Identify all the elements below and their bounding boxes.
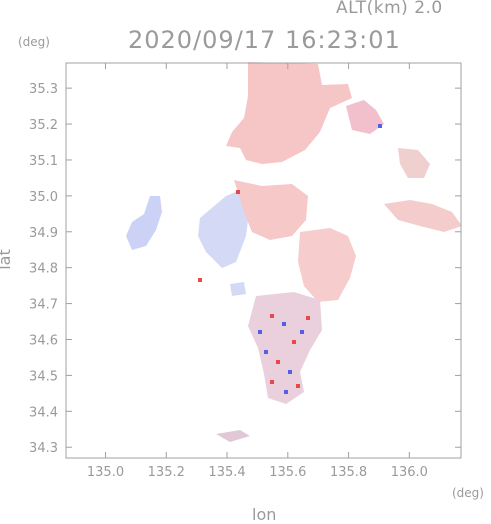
x-tick-label: 136.0 — [391, 465, 428, 480]
echo-north — [226, 62, 352, 164]
y-tick-label: 34.5 — [29, 369, 58, 384]
velocity-cell — [300, 330, 304, 334]
y-tick-label: 35.3 — [29, 82, 58, 97]
x-tick-label: 135.4 — [208, 465, 245, 480]
velocity-cell — [276, 360, 280, 364]
echo-south — [248, 292, 322, 404]
y-tick-label: 34.6 — [29, 334, 58, 349]
y-ticks: 35.3 35.2 35.1 35.0 34.9 34.8 34.7 34.6 34.5 34.4… — [29, 82, 461, 456]
velocity-cell — [292, 340, 296, 344]
x-axis-unit: (deg) — [452, 486, 484, 500]
velocity-cell — [378, 124, 382, 128]
x-tick-label: 135.8 — [330, 465, 367, 480]
y-axis-unit: (deg) — [18, 35, 50, 49]
echo-center-red — [234, 180, 308, 240]
velocity-cell — [198, 278, 202, 282]
echo-east — [298, 228, 356, 302]
y-tick-label: 34.8 — [29, 262, 58, 277]
velocity-cell — [288, 370, 292, 374]
y-tick-label: 35.1 — [29, 154, 58, 169]
x-ticks: 135.0 135.2 135.4 135.6 135.8 136.0 — [87, 63, 428, 480]
echo-south-tail — [216, 430, 250, 442]
y-tick-label: 34.3 — [29, 441, 58, 456]
echo-north-east-spot — [346, 100, 384, 134]
echo-ne-small — [398, 148, 430, 178]
velocity-cell — [282, 322, 286, 326]
velocity-cell — [284, 390, 288, 394]
x-tick-label: 135.0 — [87, 465, 124, 480]
echo-regions — [126, 62, 462, 442]
y-tick-label: 34.9 — [29, 226, 58, 241]
y-tick-label: 34.4 — [29, 405, 58, 420]
velocity-cell — [296, 384, 300, 388]
y-tick-label: 34.7 — [29, 298, 58, 313]
echo-far-east — [384, 200, 462, 232]
velocity-cell — [270, 314, 274, 318]
echo-center-blue — [198, 190, 250, 268]
echo-sw-speck — [230, 282, 246, 296]
velocity-cell — [306, 316, 310, 320]
echo-west — [126, 196, 162, 250]
x-tick-label: 135.6 — [269, 465, 306, 480]
plot-frame — [65, 62, 462, 459]
y-tick-label: 35.2 — [29, 118, 58, 133]
y-tick-label: 35.0 — [29, 190, 58, 205]
x-axis-label: lon — [252, 505, 277, 524]
x-tick-label: 135.2 — [148, 465, 185, 480]
velocity-cells — [198, 124, 382, 394]
velocity-cell — [258, 330, 262, 334]
velocity-cell — [270, 380, 274, 384]
timestamp-title: 2020/09/17 16:23:01 — [128, 26, 401, 54]
altitude-label: ALT(km) 2.0 — [336, 0, 443, 18]
velocity-cell — [264, 350, 268, 354]
velocity-cell — [236, 190, 240, 194]
